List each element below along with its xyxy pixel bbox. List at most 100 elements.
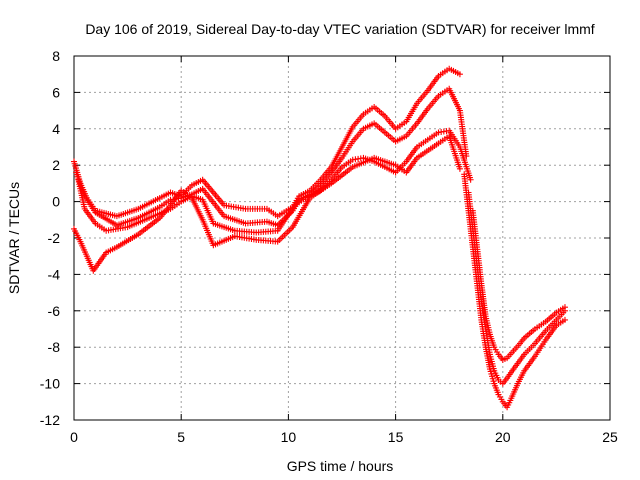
marker-trail (518, 336, 526, 345)
marker-trail (523, 327, 537, 340)
data-point (456, 71, 463, 78)
marker-trail (512, 342, 522, 353)
marker-trail (394, 160, 408, 174)
chart-grid (74, 56, 610, 420)
data-point (456, 165, 463, 172)
marker-trail (266, 219, 279, 228)
marker-trail (158, 204, 172, 220)
x-tick-label: 5 (177, 429, 185, 445)
marker-trail (501, 376, 509, 385)
y-tick-label: -2 (48, 230, 61, 246)
marker-trail (483, 328, 493, 356)
marker-trail (492, 346, 501, 356)
data-point (467, 176, 474, 183)
marker-trail (416, 138, 429, 149)
marker-trail (72, 228, 83, 243)
x-tick-label: 0 (70, 429, 78, 445)
x-tick-label: 10 (281, 429, 297, 445)
marker-trail (200, 218, 216, 247)
x-tick-label: 15 (388, 429, 404, 445)
marker-trail (515, 369, 527, 385)
marker-trail (372, 121, 387, 134)
marker-trail (511, 353, 526, 371)
marker-trail (298, 188, 311, 199)
marker-trail (394, 163, 408, 175)
x-tick-label: 20 (495, 429, 511, 445)
marker-trail (94, 210, 118, 228)
marker-trail (319, 171, 333, 187)
marker-trail (437, 67, 451, 78)
marker-trail (223, 213, 247, 226)
y-tick-label: -6 (48, 303, 61, 319)
marker-trail (457, 109, 470, 157)
marker-trail (426, 130, 440, 142)
marker-trail (533, 329, 548, 345)
marker-trail (522, 355, 537, 373)
marker-trail (384, 165, 397, 175)
marker-trail (487, 368, 497, 385)
series-track-4 (71, 133, 463, 274)
marker-trail (212, 221, 236, 233)
marker-trail (492, 370, 501, 381)
marker-trail (555, 309, 567, 322)
marker-trail (404, 102, 419, 123)
marker-trail (505, 349, 515, 360)
y-axis-label: SDTVAR / TECUs (6, 182, 22, 294)
marker-trail (478, 282, 489, 318)
y-tick-label: -4 (48, 266, 61, 282)
marker-trail (308, 178, 322, 192)
marker-trail (200, 198, 216, 225)
marker-trail (341, 158, 354, 169)
marker-trail (189, 196, 205, 221)
marker-trail (168, 189, 183, 207)
marker-trail (394, 134, 408, 144)
marker-trail (437, 87, 451, 98)
marker-trail (487, 353, 497, 372)
marker-trail (180, 189, 193, 200)
marker-trail (191, 193, 204, 203)
marker-trail (83, 207, 98, 225)
marker-trail (523, 342, 537, 356)
marker-trail (544, 324, 559, 342)
marker-trail (447, 87, 462, 112)
marker-trail (544, 318, 558, 332)
marker-trail (487, 333, 497, 349)
marker-trail (290, 196, 312, 229)
marker-trail (415, 107, 430, 125)
marker-trail (169, 200, 183, 211)
marker-trail (78, 240, 89, 258)
marker-trail (126, 215, 150, 230)
marker-trail (362, 105, 376, 116)
marker-trail (329, 165, 344, 181)
marker-trail (383, 130, 397, 144)
marker-trail (276, 225, 295, 244)
y-tick-label: 8 (52, 48, 60, 64)
chart-title: Day 106 of 2019, Sidereal Day-to-day VTE… (85, 21, 594, 37)
marker-trail (293, 196, 307, 207)
marker-trail (362, 121, 376, 131)
x-tick-label: 25 (602, 429, 618, 445)
marker-trail (330, 165, 354, 186)
y-tick-label: -10 (40, 376, 60, 392)
marker-trail (201, 178, 226, 207)
marker-trail (509, 382, 520, 400)
marker-trail (105, 245, 118, 255)
marker-trail (158, 198, 172, 209)
marker-trail (94, 221, 108, 233)
marker-trail (275, 204, 297, 232)
data-point (561, 316, 568, 323)
marker-trail (437, 134, 451, 145)
marker-trail (137, 205, 161, 220)
marker-trail (137, 196, 161, 211)
marker-trail (404, 122, 419, 138)
marker-trail (383, 114, 398, 130)
marker-trail (340, 140, 355, 159)
y-tick-label: 6 (52, 84, 60, 100)
marker-trail (91, 251, 108, 272)
marker-trail (404, 145, 419, 163)
marker-trail (492, 382, 501, 396)
marker-trail (75, 179, 88, 210)
marker-trail (457, 146, 473, 181)
